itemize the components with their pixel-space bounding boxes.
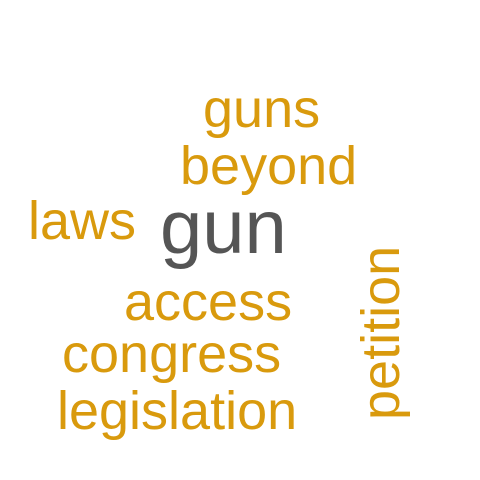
word-guns: guns [203,79,321,139]
word-beyond: beyond [180,136,358,196]
word-petition: petition [351,245,411,420]
word-gun: gun [160,185,287,270]
word-access: access [124,272,293,332]
word-laws: laws [28,191,137,251]
word-congress: congress [62,324,282,384]
word-legislation: legislation [57,381,298,441]
